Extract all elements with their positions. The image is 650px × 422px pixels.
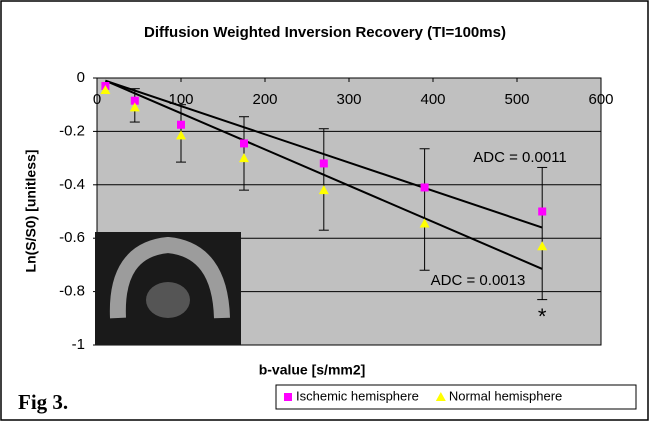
annotation: * (538, 304, 547, 329)
point (176, 130, 186, 140)
point (537, 241, 548, 251)
y-tick-label: 0 (77, 69, 85, 86)
point (435, 392, 446, 401)
x-tick-label: 600 (588, 91, 613, 108)
point (240, 139, 248, 148)
point (130, 96, 139, 105)
x-tick-label: 200 (252, 91, 277, 108)
point (100, 85, 111, 95)
y-tick-label: -1 (72, 336, 85, 353)
point (239, 153, 249, 163)
y-tick-label: -0.2 (59, 122, 85, 139)
x-tick-label: 400 (420, 91, 445, 108)
legend-label: Ischemic hemisphere (296, 388, 419, 403)
inset-image (146, 282, 190, 318)
x-tick-label: 500 (504, 91, 529, 108)
point (319, 159, 328, 168)
point (420, 183, 429, 192)
x-axis-label: b-value [s/mm2] (259, 362, 366, 378)
point (538, 207, 547, 216)
trendline-label: ADC = 0.0013 (431, 272, 526, 289)
trendline-label: ADC = 0.0011 (473, 149, 567, 166)
legend (275, 384, 637, 410)
point (177, 120, 185, 129)
y-tick-label: -0.4 (59, 176, 85, 193)
x-tick-label: 0 (93, 91, 101, 108)
point (284, 393, 292, 401)
figure-label: Fig 3. (18, 390, 68, 414)
point (318, 185, 329, 195)
point (419, 218, 430, 228)
legend-label: Normal hemisphere (449, 388, 562, 403)
y-axis-label: Ln(S/S0) [unitless] (23, 150, 39, 273)
y-tick-label: -0.8 (59, 283, 85, 300)
chart-title: Diffusion Weighted Inversion Recovery (T… (144, 24, 506, 41)
point (129, 102, 140, 112)
y-tick-label: -0.6 (59, 229, 85, 246)
x-tick-label: 300 (336, 91, 361, 108)
inset-image (109, 236, 230, 319)
